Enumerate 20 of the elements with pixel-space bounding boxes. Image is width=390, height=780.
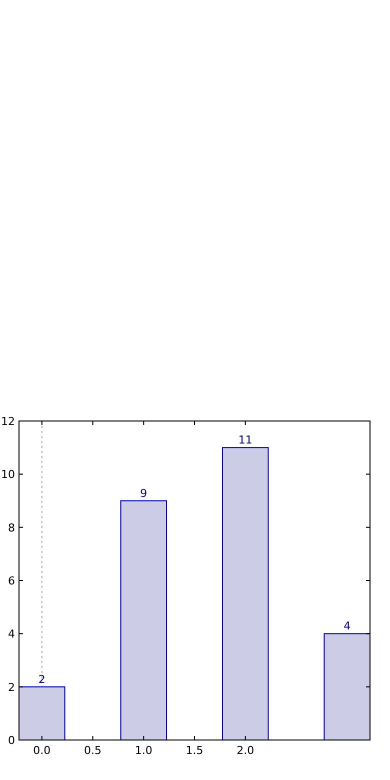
data-label: 9: [140, 486, 148, 500]
y-tick-label: 2: [8, 680, 15, 694]
data-label: 11: [238, 434, 252, 447]
y-tick-label: 4: [8, 628, 15, 641]
x-tick-label: 0.5: [84, 744, 102, 757]
x-tick-label: 2.0: [236, 744, 254, 757]
bar: [120, 500, 168, 740]
data-label: 4: [344, 620, 351, 633]
bar: [18, 686, 66, 740]
y-tick-label: 0: [8, 734, 15, 747]
y-tick-label: 8: [8, 521, 15, 534]
x-tick-label: 1.0: [134, 744, 152, 757]
y-tick-label: 10: [1, 468, 15, 482]
y-tick-label: 6: [8, 574, 15, 588]
data-label: 2: [38, 672, 46, 686]
bar: [222, 447, 269, 740]
bar: [324, 633, 370, 740]
x-tick-label: 1.5: [186, 744, 204, 757]
x-tick-label: 0.0: [33, 744, 51, 757]
y-tick-label: 12: [1, 415, 15, 428]
